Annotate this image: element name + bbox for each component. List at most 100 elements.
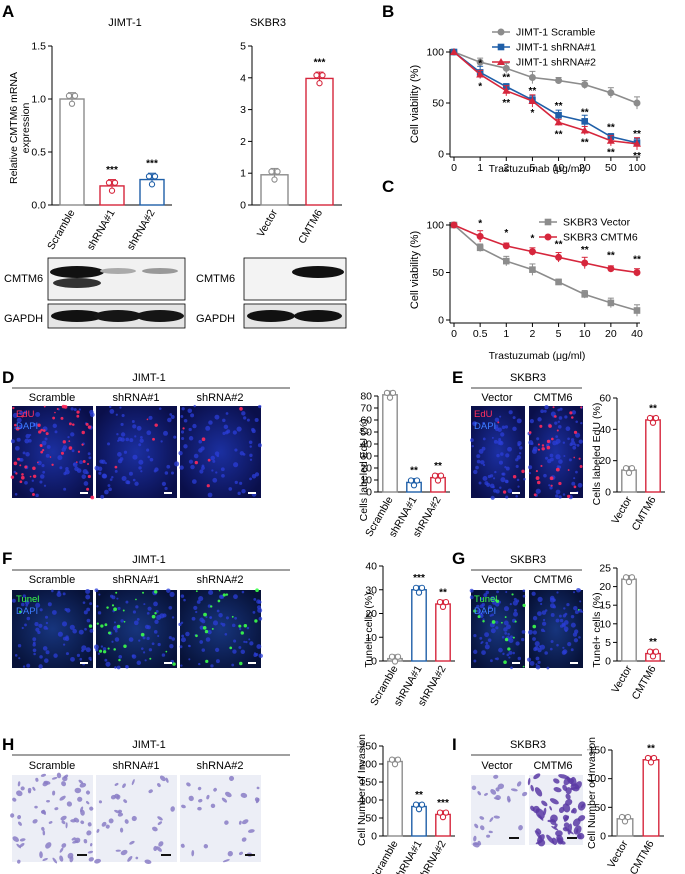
stained-cell	[550, 484, 553, 487]
bar	[642, 759, 660, 837]
f-col-3: shRNA#2	[196, 574, 243, 586]
nucleus	[558, 416, 563, 420]
nucleus	[543, 409, 547, 413]
e-stain-dapi: DAPI	[474, 421, 496, 432]
nucleus	[572, 445, 577, 450]
a-ylabel-2: expression	[20, 102, 32, 153]
h-ylabel: Cell Number of Invasion	[356, 734, 368, 846]
invaded-cell	[114, 809, 121, 814]
nucleus	[125, 600, 129, 604]
stained-cell	[96, 622, 99, 625]
nucleus	[116, 665, 121, 670]
significance-mark: **	[649, 637, 657, 648]
data-point	[606, 136, 615, 144]
nucleus	[516, 478, 520, 482]
nucleus	[153, 601, 158, 607]
significance-mark: **	[649, 403, 657, 414]
nucleus	[161, 481, 167, 486]
invaded-cell	[180, 843, 185, 848]
nucleus	[563, 626, 569, 632]
stained-cell	[229, 646, 233, 650]
data-point	[442, 809, 450, 816]
x-tick-label: 0	[451, 162, 457, 174]
stained-cell	[104, 623, 108, 627]
significance-mark: **	[555, 239, 563, 250]
scale-bar	[164, 662, 172, 664]
nucleus	[543, 473, 547, 478]
nucleus	[222, 431, 226, 436]
nucleus	[501, 635, 505, 639]
invaded-cell	[206, 794, 210, 800]
stained-cell	[62, 440, 66, 444]
nucleus	[559, 407, 563, 411]
nucleus	[45, 650, 50, 655]
data-point	[386, 394, 394, 401]
stained-cell	[43, 405, 46, 408]
f-ylabel: Tunel+ cells (%)	[363, 592, 375, 667]
nucleus	[116, 433, 119, 436]
stained-cell	[81, 443, 84, 446]
nucleus	[139, 438, 144, 443]
stained-cell	[86, 462, 90, 466]
nucleus	[256, 644, 262, 650]
stained-cell	[106, 606, 109, 609]
nucleus	[532, 637, 536, 641]
f-stain-tunel: Tunel	[16, 594, 39, 605]
nucleus	[84, 627, 87, 631]
nucleus	[159, 613, 165, 619]
x-tick-label: 0.5	[473, 328, 488, 340]
bar	[382, 394, 398, 493]
nucleus	[149, 457, 154, 462]
stained-cell	[102, 650, 107, 654]
nucleus	[493, 439, 498, 444]
nucleus	[505, 495, 509, 499]
nucleus	[234, 616, 237, 620]
invaded-cell	[35, 777, 39, 782]
nucleus	[39, 655, 43, 659]
invaded-cell	[473, 835, 477, 842]
bar	[411, 589, 427, 662]
nucleus	[19, 457, 24, 462]
stained-cell	[539, 424, 543, 428]
significance-mark: *	[530, 108, 534, 119]
nucleus	[258, 616, 263, 621]
nucleus	[500, 452, 504, 456]
nucleus	[188, 436, 194, 441]
stained-cell	[19, 464, 22, 467]
invaded-cell	[19, 838, 26, 842]
invaded-cell	[40, 773, 47, 777]
x-tick-label: shRNA#2	[125, 207, 158, 252]
nucleus	[105, 661, 111, 667]
invaded-cell	[123, 799, 128, 803]
nucleus	[63, 487, 67, 491]
invaded-cell	[197, 786, 202, 791]
invaded-cell	[46, 799, 50, 803]
nucleus	[109, 409, 115, 414]
nucleus	[35, 412, 41, 418]
nucleus	[128, 471, 133, 476]
invaded-cell	[27, 787, 32, 793]
invaded-cell	[554, 823, 558, 829]
nucleus	[198, 448, 203, 453]
h-col-3: shRNA#2	[196, 760, 243, 772]
invaded-cell	[86, 830, 92, 836]
nucleus	[70, 407, 74, 411]
nucleus	[473, 659, 477, 663]
g-col-2: CMTM6	[533, 574, 572, 586]
nucleus	[576, 587, 581, 593]
nucleus	[218, 612, 223, 618]
nucleus	[510, 666, 513, 670]
stained-cell	[195, 590, 198, 593]
nucleus	[495, 657, 499, 661]
stained-cell	[497, 421, 500, 424]
stained-cell	[107, 647, 110, 650]
bar	[305, 77, 334, 206]
stained-cell	[37, 423, 41, 428]
nucleus	[529, 419, 534, 424]
nucleus	[207, 629, 212, 635]
y-tick-label: 0	[371, 831, 377, 843]
nucleus	[107, 442, 111, 446]
nucleus	[234, 448, 238, 452]
nucleus	[574, 610, 579, 615]
